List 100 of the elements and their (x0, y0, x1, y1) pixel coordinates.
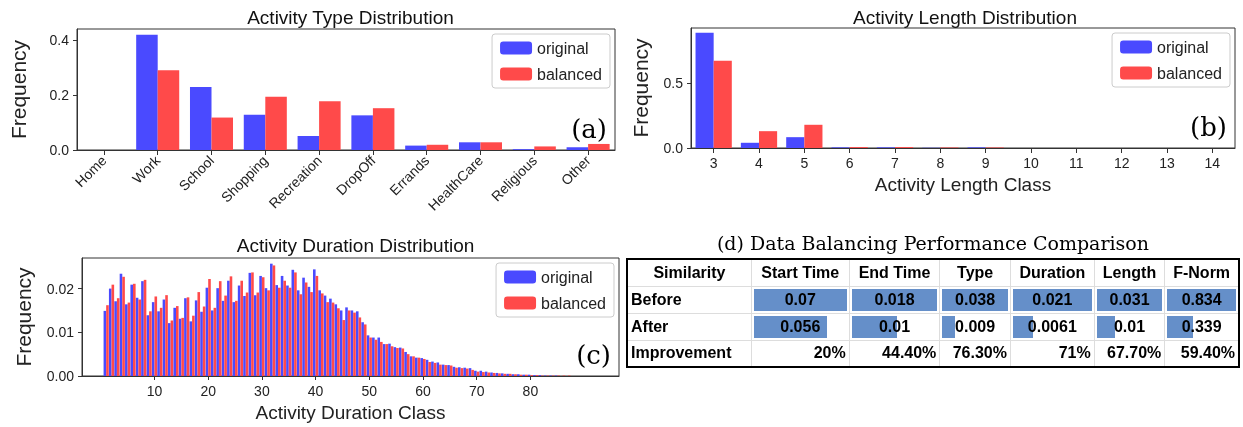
x-tick-label: 7 (891, 155, 900, 171)
text: 71% (1058, 344, 1091, 362)
bar (227, 280, 230, 376)
bar (197, 292, 201, 376)
y-tick-label: 0.02 (46, 280, 75, 297)
bar (208, 278, 211, 376)
bar (200, 311, 203, 376)
annotation: (c) (576, 340, 612, 370)
category-label: Duration (1010, 259, 1095, 286)
chart-title: Activity Duration Distribution (236, 235, 475, 256)
x-tick-label: 10 (1023, 155, 1039, 171)
bar (480, 142, 503, 150)
category-label: Before (631, 290, 682, 308)
bar (458, 142, 481, 150)
text: 76.30% (952, 344, 1007, 362)
bar (786, 137, 805, 148)
x-tick-label: 9 (981, 155, 990, 171)
category-label: End Time (849, 259, 940, 286)
legend-label: balanced (537, 65, 603, 83)
x-axis-title: Activity Duration Class (255, 401, 446, 423)
legend-label: balanced (1157, 64, 1223, 82)
text: 0.031 (1109, 290, 1150, 308)
y-tick-label: 0.0 (663, 140, 684, 156)
bar (740, 142, 759, 148)
x-axis-title: Activity Length Class (874, 173, 1052, 195)
bar (405, 145, 427, 150)
legend-label: original (1157, 38, 1209, 56)
category-label: Start Time (751, 259, 850, 286)
annotation: (b) (1190, 112, 1228, 142)
y-tick-label: 0.00 (46, 368, 75, 384)
y-axis-title: Frequency (629, 37, 652, 138)
bar (165, 295, 168, 376)
x-tick-label: 13 (1159, 155, 1175, 171)
bar (283, 280, 286, 376)
x-tick-label: 6 (845, 155, 854, 171)
bar (157, 70, 180, 150)
bar (588, 143, 610, 150)
x-tick-label: 50 (361, 383, 378, 399)
category-label: Length (1094, 259, 1165, 286)
text: 0.834 (1181, 290, 1222, 308)
text: 0.038 (955, 290, 996, 308)
category-label: Improvement (631, 344, 732, 362)
x-tick-label: 40 (307, 383, 324, 399)
bar (192, 315, 195, 376)
y-tick-label: 0.2 (49, 87, 70, 103)
bar (299, 294, 303, 376)
y-tick-label: 0.5 (663, 74, 684, 91)
x-tick-label: 20 (200, 383, 217, 399)
bar (566, 147, 589, 150)
x-tick-label: 60 (415, 383, 431, 399)
bar (265, 96, 287, 150)
bar (211, 117, 234, 150)
bar (224, 295, 227, 376)
x-tick-label: 70 (468, 383, 485, 399)
text: (d) Data Balancing Performance Comparison (715, 231, 1151, 256)
bar (302, 277, 305, 376)
bar (372, 108, 395, 150)
text: 0.018 (874, 290, 915, 308)
bar (534, 146, 556, 150)
bar (297, 135, 320, 150)
bar (149, 311, 152, 376)
category-label: Type (939, 259, 1011, 286)
bar (136, 34, 158, 150)
annotation: (a) (571, 114, 608, 144)
category-label: After (631, 317, 669, 335)
text: 67.70% (1107, 344, 1162, 362)
text: 20% (813, 344, 846, 362)
bar (804, 124, 823, 148)
category-label: F-Norm (1164, 259, 1239, 286)
bar (426, 144, 449, 150)
bar (189, 321, 193, 376)
x-tick-label: 30 (254, 383, 270, 399)
bar (329, 298, 332, 376)
y-tick-label: 0.0 (49, 142, 70, 158)
bar (243, 114, 266, 150)
bar (216, 288, 219, 376)
x-tick-label: 5 (800, 155, 809, 171)
x-tick-label: 4 (755, 155, 764, 171)
x-tick-label: 80 (522, 383, 539, 399)
text: 59.40% (1180, 344, 1235, 362)
chart-title: Activity Length Distribution (853, 7, 1077, 28)
x-tick-label: 14 (1204, 155, 1221, 171)
text: 44.40% (882, 344, 937, 362)
bar (759, 131, 778, 148)
bar (189, 87, 212, 150)
legend-label: original (541, 268, 593, 286)
bar (319, 101, 341, 150)
x-tick-label: 10 (146, 383, 163, 399)
bar (218, 281, 222, 376)
y-axis-title: Frequency (7, 39, 30, 140)
chart-title: Activity Type Distribution (247, 7, 454, 28)
text: 0.009 (955, 317, 996, 335)
y-axis-title: Frequency (12, 266, 35, 367)
text: 0.056 (780, 317, 821, 335)
text: Similarity (627, 259, 752, 286)
text: 0.07 (784, 290, 816, 308)
bar (342, 320, 346, 376)
x-tick-label: 11 (1069, 155, 1084, 171)
bar (243, 296, 246, 376)
y-tick-label: 0.4 (49, 32, 70, 48)
